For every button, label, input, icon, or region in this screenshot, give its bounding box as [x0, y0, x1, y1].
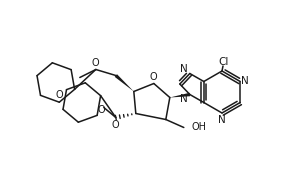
- Polygon shape: [170, 93, 190, 97]
- Text: O: O: [111, 120, 119, 131]
- Text: O: O: [149, 71, 157, 82]
- Text: O: O: [55, 90, 63, 100]
- Text: O: O: [97, 105, 105, 115]
- Text: Cl: Cl: [219, 57, 229, 67]
- Text: N: N: [180, 63, 188, 74]
- Text: N: N: [180, 94, 188, 104]
- Text: OH: OH: [192, 123, 207, 132]
- Text: N: N: [241, 77, 249, 86]
- Text: O: O: [91, 58, 99, 67]
- Polygon shape: [115, 74, 134, 92]
- Text: N: N: [218, 115, 226, 125]
